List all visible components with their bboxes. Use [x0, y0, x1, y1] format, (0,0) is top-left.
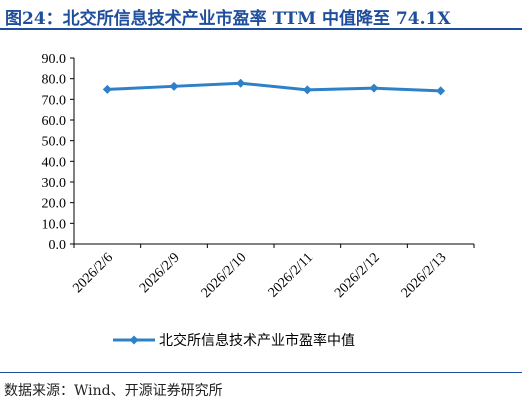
x-tick-label: 2026/2/13 [399, 250, 450, 301]
series-lines [102, 78, 446, 96]
x-axis: 2026/2/6 2026/2/9 2026/2/10 2026/2/11 2026/2… [70, 243, 475, 301]
source-divider [0, 372, 522, 373]
x-tick-label: 2026/2/6 [70, 250, 116, 296]
x-tick-label: 2026/2/12 [332, 250, 383, 301]
data-point-marker [436, 86, 446, 96]
y-tick-label: 70.0 [42, 93, 67, 108]
y-tick-label: 20.0 [42, 197, 67, 212]
chart-title: 图24：北交所信息技术产业市盈率 TTM 中值降至 74.1X [5, 9, 451, 29]
y-tick-label: 0.0 [49, 238, 67, 253]
y-tick-label: 60.0 [42, 114, 67, 129]
y-tick-label: 50.0 [42, 135, 67, 150]
data-point-marker [236, 78, 246, 88]
title-divider [0, 28, 522, 30]
y-tick-label: 10.0 [42, 217, 67, 232]
data-point-marker [102, 84, 112, 94]
data-point-marker [169, 81, 179, 91]
source-note: 数据来源：Wind、开源证券研究所 [4, 383, 223, 399]
legend-label: 北交所信息技术产业市盈率中值 [159, 332, 355, 349]
legend-marker [129, 335, 139, 345]
line-chart: 0.010.020.030.040.050.060.070.080.090.0 … [42, 52, 475, 349]
data-point-marker [302, 85, 312, 95]
series-line [107, 81, 441, 93]
x-tick-label: 2026/2/10 [199, 250, 250, 301]
y-tick-label: 80.0 [42, 73, 67, 88]
y-tick-label: 40.0 [42, 155, 67, 170]
x-tick-label: 2026/2/9 [137, 250, 183, 296]
y-tick-label: 30.0 [42, 176, 67, 191]
legend: 北交所信息技术产业市盈率中值 [113, 332, 355, 349]
x-tick-label: 2026/2/11 [266, 250, 316, 300]
y-tick-label: 90.0 [42, 52, 67, 67]
y-axis: 0.0 10.0 20.0 30.0 40.0 50.0 60.0 70.0 80.0 90.0 [42, 52, 75, 253]
data-point-marker [369, 83, 379, 93]
